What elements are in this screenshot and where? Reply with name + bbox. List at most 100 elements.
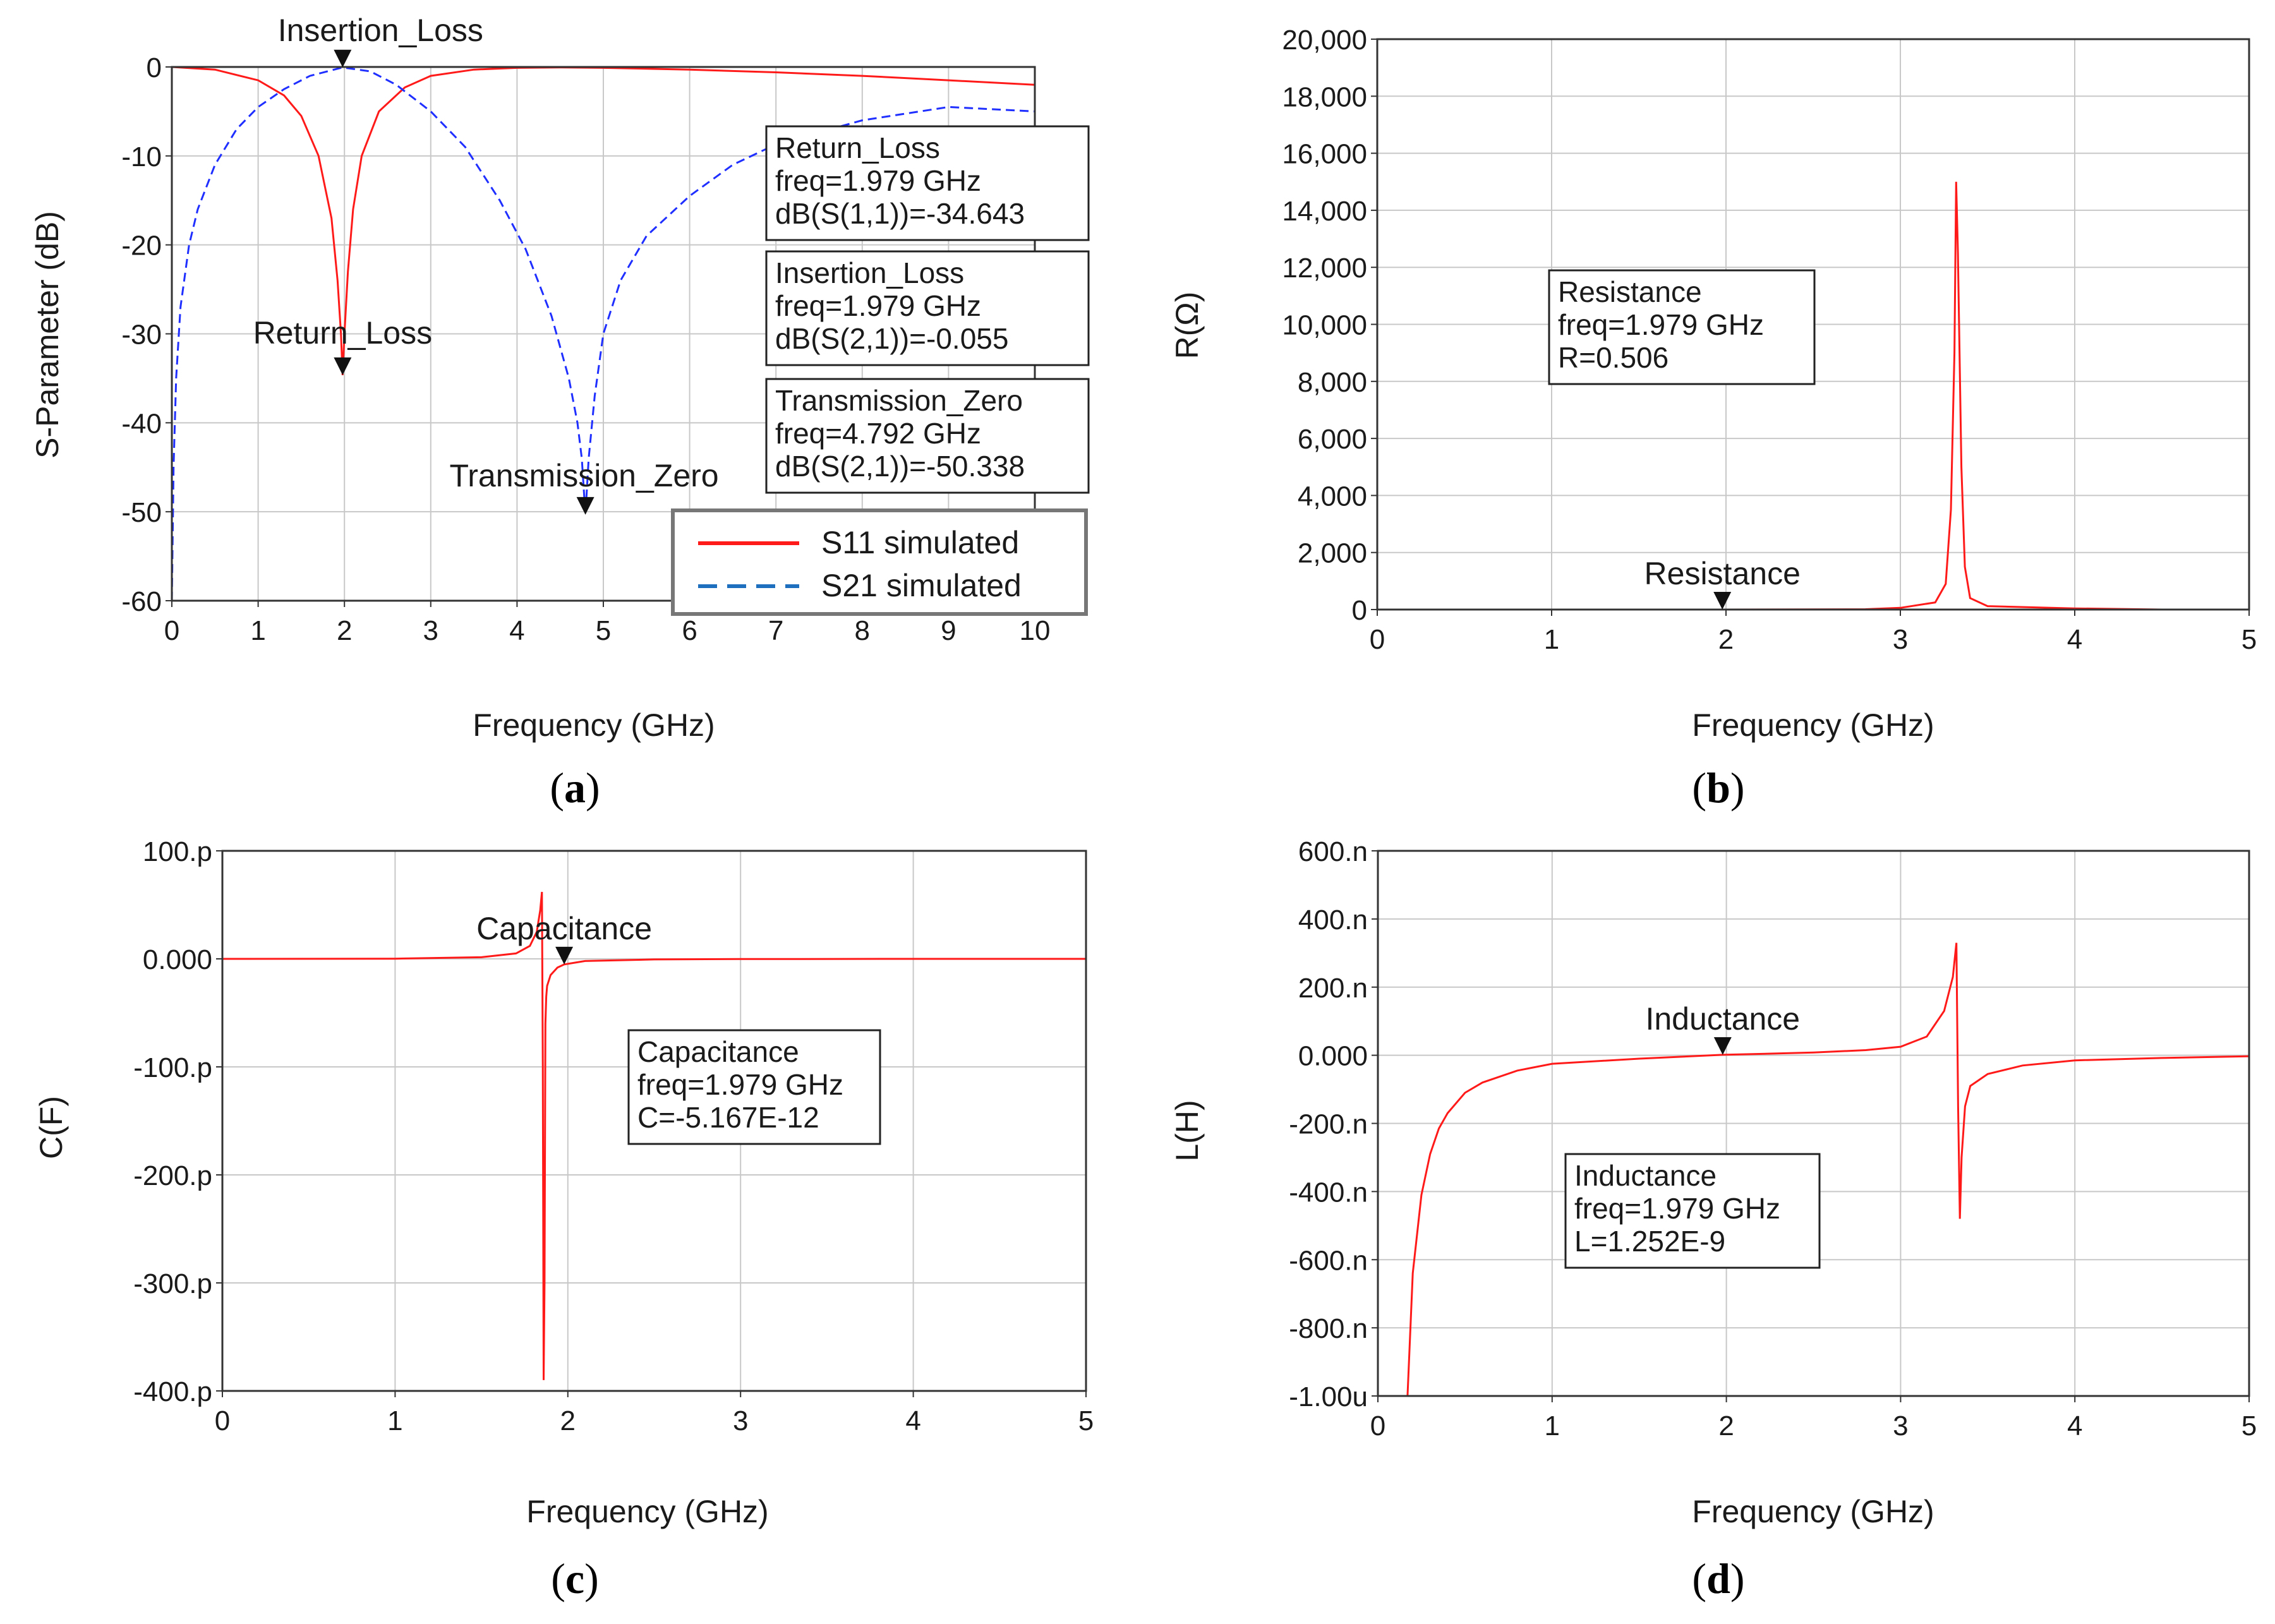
readout-box	[765, 250, 1090, 366]
marker-triangle	[334, 49, 352, 68]
x-tick-label: 4	[2067, 624, 2082, 655]
readout-line: Resistance	[1558, 275, 1702, 308]
chart-c: 0 1 2 3 4 5 100.p 0.000 -100.p -200.p -300.p -400.p…	[33, 836, 1094, 1603]
x-tick-label: 2	[1718, 624, 1734, 655]
y-tick-label: -300.p	[133, 1268, 212, 1299]
y-tick-label: 0	[1352, 595, 1367, 626]
readout-line: R=0.506	[1558, 341, 1669, 374]
y-tick-label: -600.n	[1289, 1245, 1368, 1276]
y-tick-label: 20,000	[1282, 25, 1367, 56]
x-tick-label: 4	[2067, 1410, 2082, 1441]
x-axis-label: Frequency (GHz)	[1692, 707, 1934, 743]
y-tick-label: 400.n	[1298, 905, 1368, 935]
x-tick-label: 5	[2242, 1410, 2257, 1441]
panel-caption: (b)	[1692, 764, 1744, 812]
y-tick-label: -400.p	[133, 1376, 212, 1407]
readout-line: freq=1.979 GHz	[1558, 308, 1764, 341]
y-tick-label: 6,000	[1298, 424, 1367, 455]
y-tick-label: 600.n	[1298, 836, 1368, 867]
x-tick-label: 0	[1370, 624, 1385, 655]
x-tick-label: 3	[1893, 624, 1908, 655]
y-tick-label: 18,000	[1282, 81, 1367, 112]
y-tick-label: 2,000	[1298, 538, 1367, 569]
x-tick-label: 3	[423, 615, 438, 646]
x-tick-label: 0	[215, 1405, 230, 1436]
x-tick-label: 7	[768, 615, 783, 646]
y-tick-label: 16,000	[1282, 139, 1367, 170]
y-tick-label: 4,000	[1298, 481, 1367, 512]
x-tick-label: 3	[1893, 1410, 1908, 1441]
y-tick-label: -10	[121, 141, 162, 172]
legend-label: S21 simulated	[821, 568, 1022, 603]
x-tick-label: 0	[164, 615, 179, 646]
y-tick-label: -100.p	[133, 1052, 212, 1083]
marker-label: Inductance	[1645, 1001, 1800, 1037]
x-tick-label: 4	[905, 1405, 920, 1436]
readout-box	[1564, 1153, 1821, 1269]
x-axis-label: Frequency (GHz)	[1692, 1494, 1934, 1529]
panel-caption: (d)	[1692, 1555, 1744, 1603]
marker-triangle	[555, 946, 574, 965]
x-tick-label: 1	[250, 615, 265, 646]
marker-label: Transmission_Zero	[450, 458, 719, 493]
s21-simulated-curve	[171, 66, 1035, 601]
x-tick-label: 2	[337, 615, 352, 646]
readout-line: Capacitance	[637, 1035, 799, 1068]
marker-label: Resistance	[1644, 556, 1801, 591]
readout-line: freq=1.979 GHz	[637, 1068, 843, 1101]
y-tick-label: -200.n	[1289, 1109, 1368, 1140]
c-curve	[222, 891, 1086, 1380]
y-tick-label: 14,000	[1282, 196, 1367, 227]
x-tick-label: 10	[1020, 615, 1051, 646]
legend-box	[671, 508, 1088, 616]
readout-box	[627, 1029, 881, 1145]
marker-triangle	[1713, 1037, 1732, 1055]
y-tick-label: 100.p	[143, 836, 212, 867]
readout-line: dB(S(1,1))=-34.643	[775, 197, 1025, 230]
x-tick-label: 5	[596, 615, 611, 646]
r-curve	[1377, 181, 2249, 611]
x-tick-label: 2	[560, 1405, 576, 1436]
plot-frame	[221, 850, 1087, 1392]
panel-caption: (a)	[550, 764, 600, 812]
marker-triangle	[1713, 591, 1732, 610]
x-tick-label: 2	[1718, 1410, 1734, 1441]
readout-line: freq=1.979 GHz	[775, 289, 981, 322]
legend-label: S11 simulated	[821, 525, 1019, 560]
chart-b: 0 1 2 3 4 5 0 2,000 4,000 6,000 8,000 10,000 12,000 1…	[1169, 25, 2257, 812]
readout-box	[1548, 269, 1816, 385]
y-tick-label: 0	[147, 52, 162, 83]
x-tick-label: 5	[1078, 1405, 1094, 1436]
legend: S11 simulated S21 simulated	[671, 508, 1088, 616]
readout-line: Transmission_Zero	[775, 384, 1023, 417]
readout-line: freq=4.792 GHz	[775, 417, 981, 450]
y-tick-label: -60	[121, 586, 162, 617]
marker-triangle	[334, 357, 352, 375]
y-tick-label: 10,000	[1282, 310, 1367, 341]
chart-d: 0 1 2 3 4 5 600.n 400.n 200.n 0.000 -200.n -400.n -6…	[1169, 836, 2257, 1603]
l-curve	[1406, 942, 2250, 1397]
x-tick-label: 3	[733, 1405, 748, 1436]
x-tick-label: 1	[1544, 624, 1559, 655]
marker-triangle	[576, 496, 594, 515]
y-tick-label: -200.p	[133, 1160, 212, 1191]
readout-line: Inductance	[1574, 1159, 1717, 1192]
chart-a: 0 1 2 3 4 5 6 7 8 9 10 0 -10 -20 -30 -40 -50 -60 Insertio…	[30, 13, 1090, 812]
y-tick-label: 8,000	[1298, 367, 1367, 398]
y-tick-label: -40	[121, 408, 162, 439]
x-tick-label: 8	[855, 615, 870, 646]
y-tick-label: -50	[121, 497, 162, 528]
grid	[1377, 850, 2250, 1397]
marker-label: Return_Loss	[253, 315, 433, 351]
y-tick-label: -800.n	[1289, 1313, 1368, 1344]
y-tick-label: 12,000	[1282, 253, 1367, 284]
readout-box	[765, 125, 1090, 241]
x-axis-label: Frequency (GHz)	[526, 1494, 768, 1529]
